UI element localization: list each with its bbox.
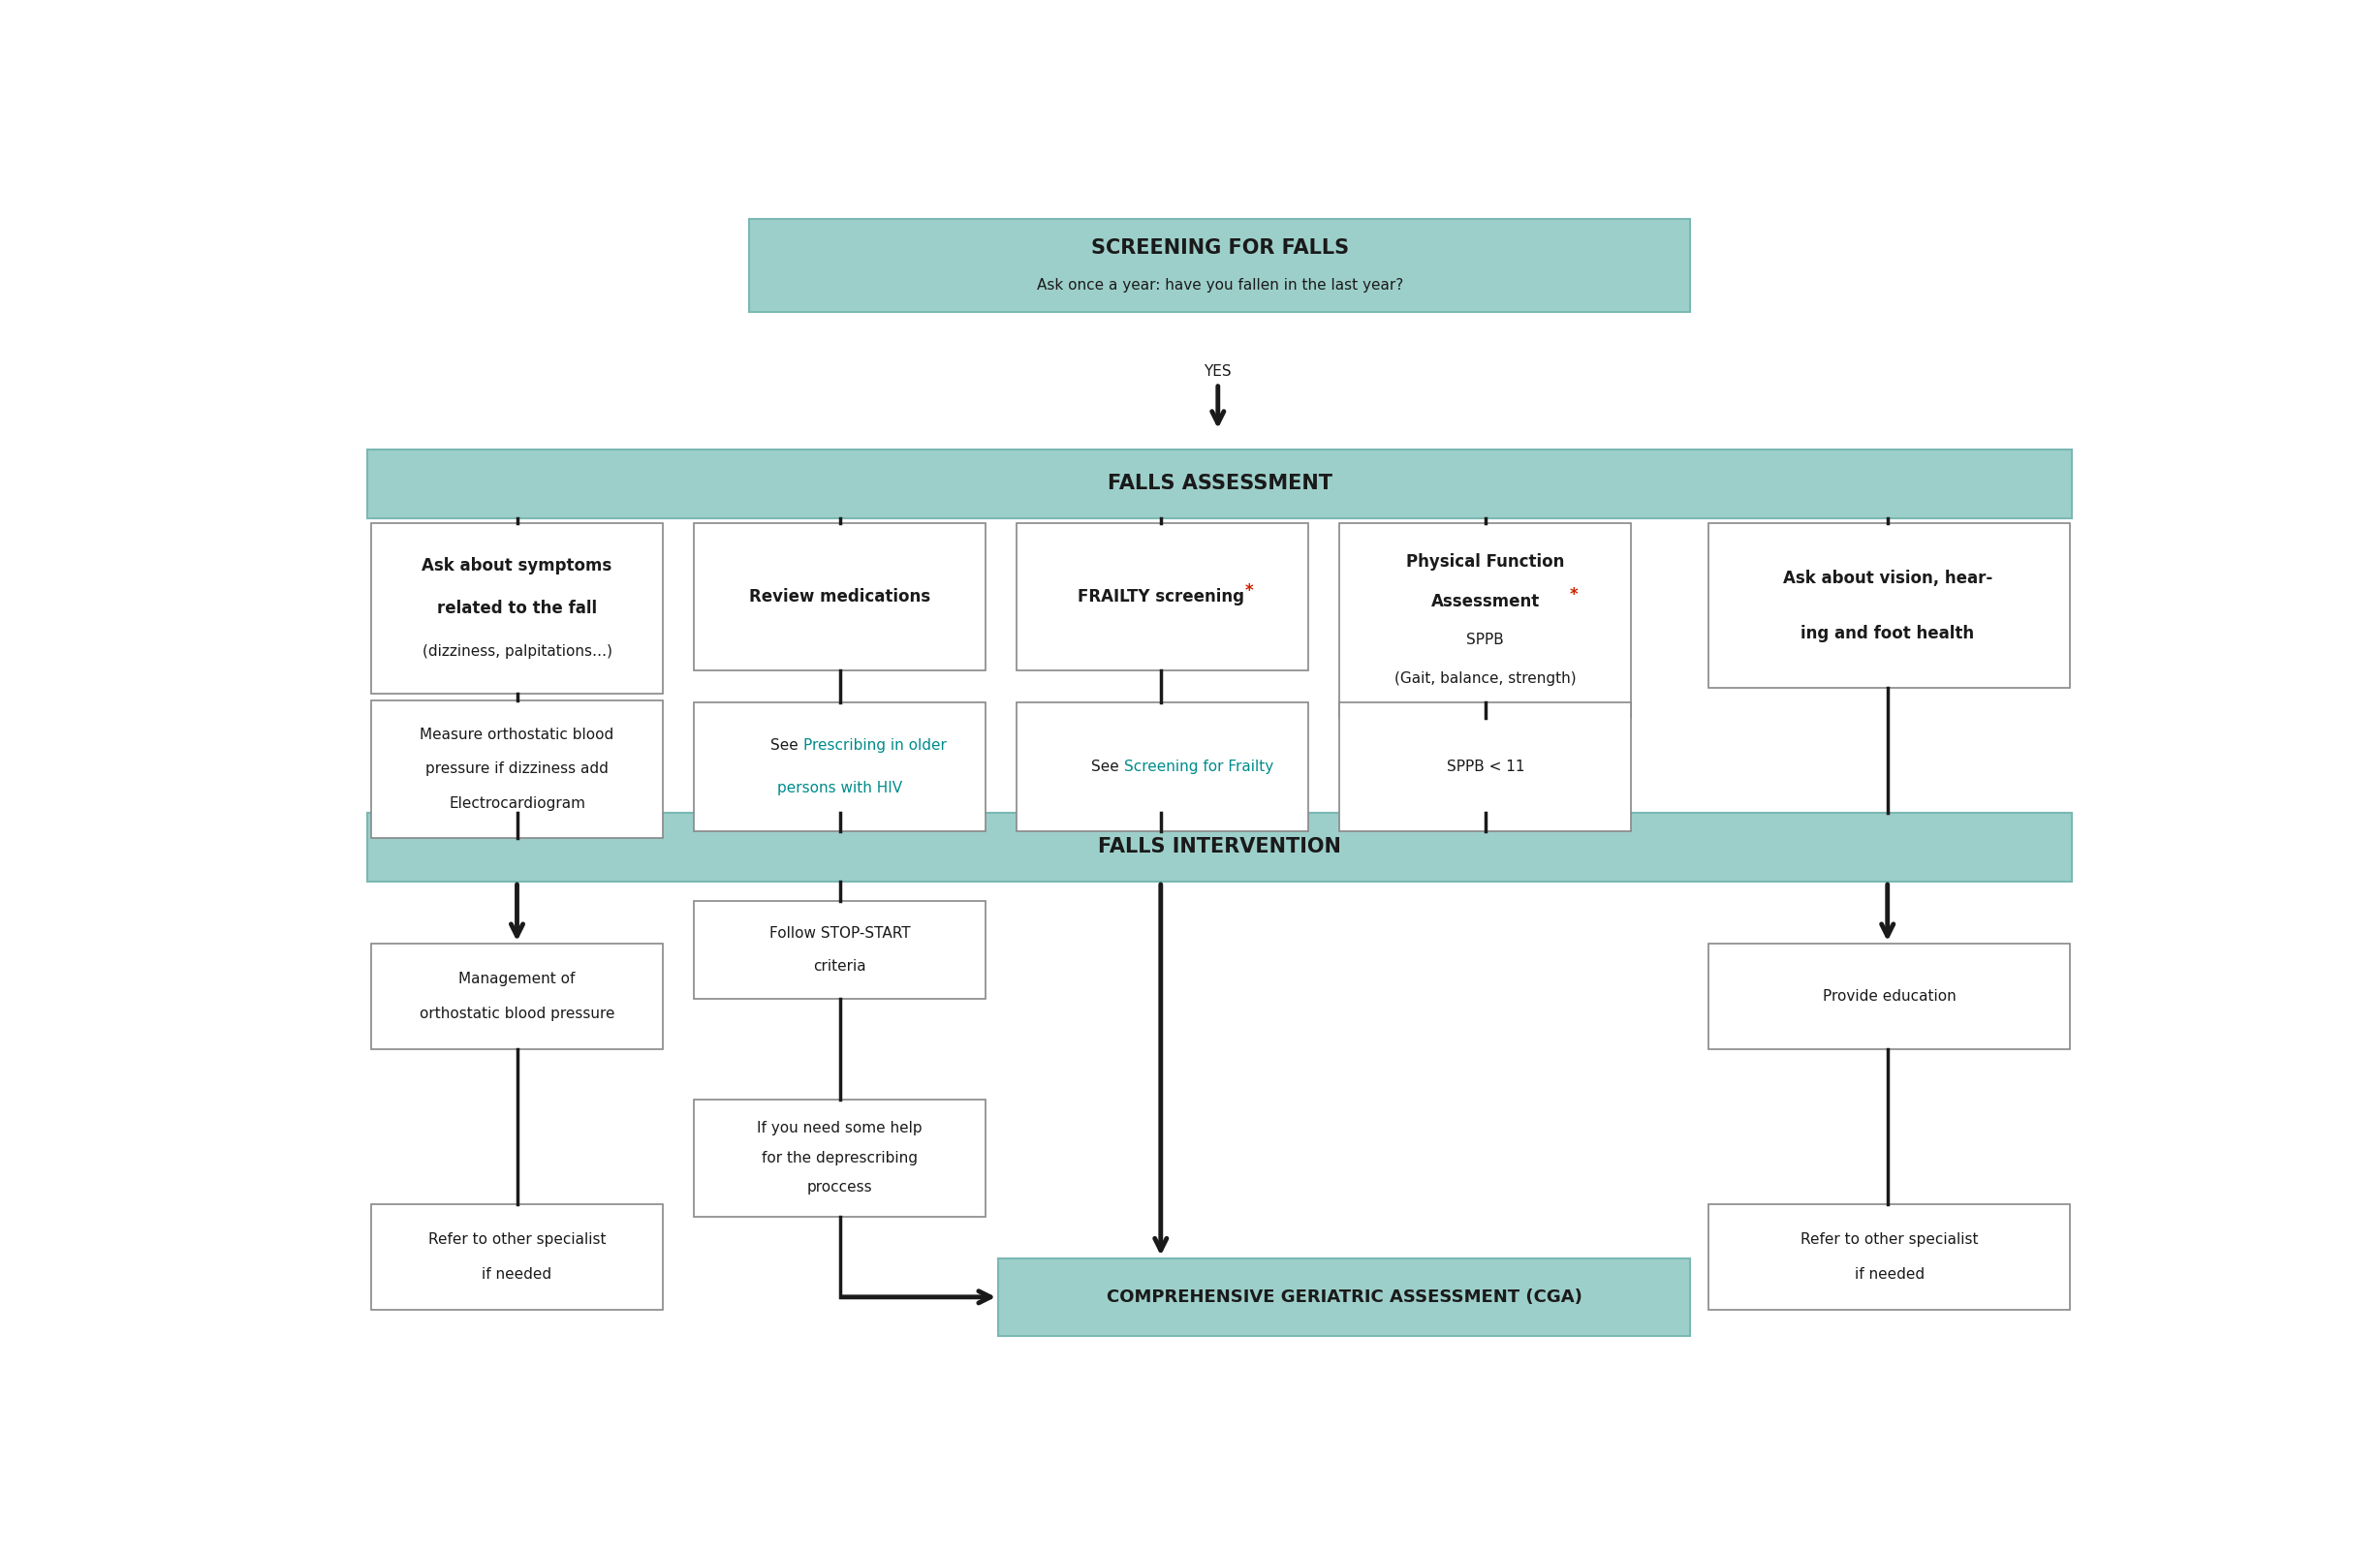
FancyBboxPatch shape	[1016, 703, 1309, 832]
Text: criteria: criteria	[814, 959, 866, 973]
FancyBboxPatch shape	[695, 1099, 985, 1217]
FancyBboxPatch shape	[367, 449, 2073, 518]
Text: SPPB < 11: SPPB < 11	[1447, 760, 1523, 774]
FancyBboxPatch shape	[1340, 703, 1630, 832]
Text: Refer to other specialist: Refer to other specialist	[428, 1232, 607, 1246]
FancyBboxPatch shape	[695, 900, 985, 999]
FancyBboxPatch shape	[371, 700, 662, 838]
Text: Review medications: Review medications	[750, 588, 931, 605]
FancyBboxPatch shape	[1000, 1259, 1690, 1336]
FancyBboxPatch shape	[1709, 944, 2071, 1049]
FancyBboxPatch shape	[371, 944, 662, 1049]
Text: (Gait, balance, strength): (Gait, balance, strength)	[1395, 672, 1576, 686]
Text: if needed: if needed	[1854, 1268, 1925, 1282]
FancyBboxPatch shape	[367, 812, 2073, 882]
Text: FALLS ASSESSMENT: FALLS ASSESSMENT	[1107, 473, 1333, 494]
FancyBboxPatch shape	[695, 703, 985, 832]
Text: Follow STOP-START: Follow STOP-START	[769, 927, 909, 941]
Text: Measure orthostatic blood: Measure orthostatic blood	[419, 728, 614, 742]
Text: related to the fall: related to the fall	[438, 601, 597, 618]
Text: FRAILTY screening: FRAILTY screening	[1078, 588, 1245, 605]
Text: Provide education: Provide education	[1823, 989, 1956, 1004]
Text: Ask about symptoms: Ask about symptoms	[421, 557, 612, 574]
Text: Screening for Frailty: Screening for Frailty	[1123, 760, 1273, 774]
FancyBboxPatch shape	[1709, 1204, 2071, 1310]
Text: proccess: proccess	[807, 1180, 873, 1195]
Text: Physical Function: Physical Function	[1407, 554, 1564, 571]
Text: *: *	[1571, 587, 1578, 604]
Text: Prescribing in older: Prescribing in older	[802, 739, 947, 753]
Text: (dizziness, palpitations…): (dizziness, palpitations…)	[421, 644, 612, 658]
Text: SPPB: SPPB	[1466, 633, 1504, 647]
FancyBboxPatch shape	[1016, 523, 1309, 670]
Text: Ask about vision, hear-: Ask about vision, hear-	[1783, 570, 1992, 587]
FancyBboxPatch shape	[371, 1204, 662, 1310]
Text: See: See	[1092, 760, 1123, 774]
Text: SCREENING FOR FALLS: SCREENING FOR FALLS	[1090, 239, 1349, 258]
Text: if needed: if needed	[483, 1268, 552, 1282]
Text: for the deprescribing: for the deprescribing	[762, 1150, 919, 1166]
Text: Ask once a year: have you fallen in the last year?: Ask once a year: have you fallen in the …	[1035, 278, 1404, 293]
Text: Assessment: Assessment	[1430, 593, 1540, 610]
Text: COMPREHENSIVE GERIATRIC ASSESSMENT (CGA): COMPREHENSIVE GERIATRIC ASSESSMENT (CGA)	[1107, 1288, 1583, 1305]
Text: YES: YES	[1204, 365, 1233, 379]
Text: FALLS INTERVENTION: FALLS INTERVENTION	[1097, 838, 1342, 857]
Text: pressure if dizziness add: pressure if dizziness add	[426, 762, 609, 776]
FancyBboxPatch shape	[371, 523, 662, 694]
FancyBboxPatch shape	[1340, 523, 1630, 719]
FancyBboxPatch shape	[750, 219, 1690, 312]
Text: ing and foot health: ing and foot health	[1802, 624, 1975, 643]
Text: Refer to other specialist: Refer to other specialist	[1799, 1232, 1978, 1246]
FancyBboxPatch shape	[695, 523, 985, 670]
FancyBboxPatch shape	[1709, 523, 2071, 688]
Text: *: *	[1245, 582, 1254, 599]
Text: If you need some help: If you need some help	[757, 1121, 923, 1136]
Text: See: See	[771, 739, 802, 753]
Text: orthostatic blood pressure: orthostatic blood pressure	[419, 1007, 614, 1021]
Text: persons with HIV: persons with HIV	[778, 781, 902, 796]
Text: Electrocardiogram: Electrocardiogram	[450, 796, 585, 810]
Text: Management of: Management of	[459, 972, 576, 986]
